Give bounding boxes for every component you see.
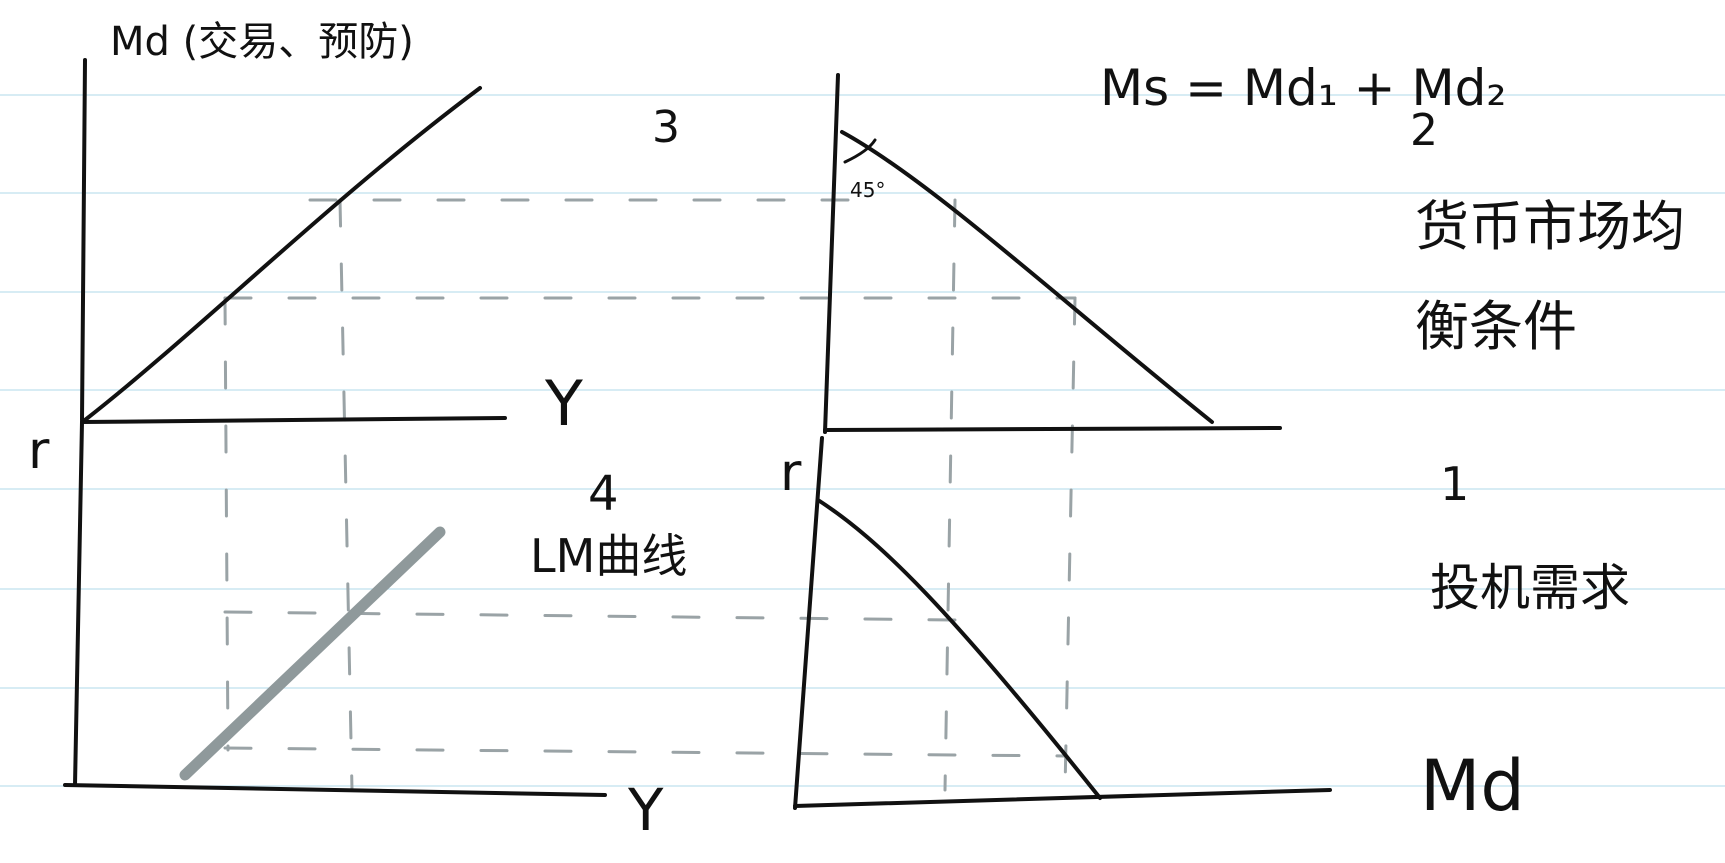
label-quadrant-1: 1 <box>1440 457 1469 511</box>
quadrant-2-equilibrium <box>823 73 1282 434</box>
diagram-labels: Md (交易、预防) Y r 3 Ms = Md₁ + Md₂ 2 45° 货币… <box>28 19 1685 844</box>
label-y-axis-bottom: Y <box>627 776 664 844</box>
angle-arc <box>843 138 877 164</box>
quadrant-3-transaction-demand <box>80 58 507 424</box>
label-condition-line1: 货币市场均 <box>1415 195 1685 258</box>
quadrant-4-lm <box>63 420 607 797</box>
label-equation: Ms = Md₁ + Md₂ <box>1100 59 1506 117</box>
quadrant-1-speculative-demand <box>793 436 1332 810</box>
label-lm-curve: LM曲线 <box>530 529 687 583</box>
q2-horizontal-axis <box>823 426 1282 432</box>
label-md-top: Md (交易、预防) <box>110 19 414 65</box>
q2-45-degree-line <box>840 130 1214 424</box>
label-quadrant-4: 4 <box>588 466 619 522</box>
label-r-left: r <box>28 421 50 481</box>
q3-md-line <box>83 86 482 422</box>
label-md-bottom: Md <box>1420 745 1525 827</box>
q1-horizontal-axis <box>793 788 1332 808</box>
q4-horizontal-axis <box>63 783 607 797</box>
q4-vertical-axis <box>73 420 84 787</box>
q3-vertical-axis <box>80 58 87 422</box>
label-speculative-demand: 投机需求 <box>1430 559 1630 617</box>
q2-vertical-axis <box>823 73 840 434</box>
label-r-mid: r <box>780 443 802 503</box>
ruled-lines <box>0 94 1725 787</box>
label-quadrant-3: 3 <box>652 102 680 153</box>
dashed-guides <box>223 198 1077 792</box>
label-condition-line2: 衡条件 <box>1415 295 1577 358</box>
label-angle: 45° <box>850 178 885 202</box>
q1-speculative-curve <box>816 498 1102 800</box>
label-quadrant-2: 2 <box>1410 105 1438 156</box>
q3-horizontal-axis <box>80 416 507 424</box>
label-y-axis-right: Y <box>544 367 583 440</box>
lm-curve-line <box>179 526 446 781</box>
